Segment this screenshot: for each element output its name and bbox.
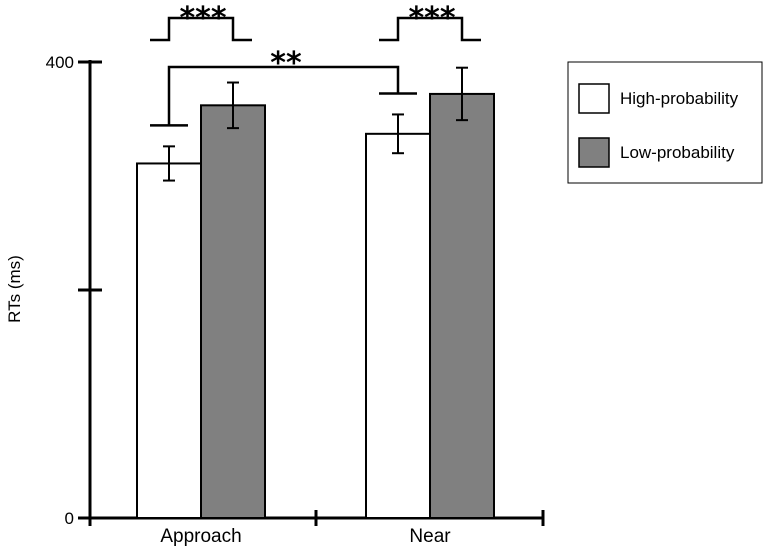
significance-bracket-near [379, 16, 481, 42]
y-tick-label-top: 400 [46, 53, 74, 72]
significance-brackets: *** *** ** [150, 1, 481, 127]
x-category-label-approach: Approach [160, 526, 241, 547]
bar-near-low-probability [429, 92, 495, 519]
bar-approach-high-probability [136, 162, 202, 520]
bar-near-high-probability [365, 132, 431, 519]
bar-approach-low-probability [200, 104, 266, 519]
significance-bracket-approach [150, 16, 252, 42]
legend-swatch-high-probability [578, 83, 610, 114]
legend-label-high-probability: High-probability [620, 89, 739, 108]
y-axis-title: RTs (ms) [5, 255, 24, 323]
x-category-label-near: Near [409, 526, 451, 547]
legend-label-low-probability: Low-probability [620, 143, 735, 162]
legend: High-probability Low-probability [567, 61, 763, 184]
y-tick-label-bottom: 0 [65, 509, 74, 528]
legend-swatch-low-probability [578, 137, 610, 168]
significance-label-between-conditions: ** [270, 46, 302, 81]
significance-bracket-between-conditions [150, 65, 417, 127]
